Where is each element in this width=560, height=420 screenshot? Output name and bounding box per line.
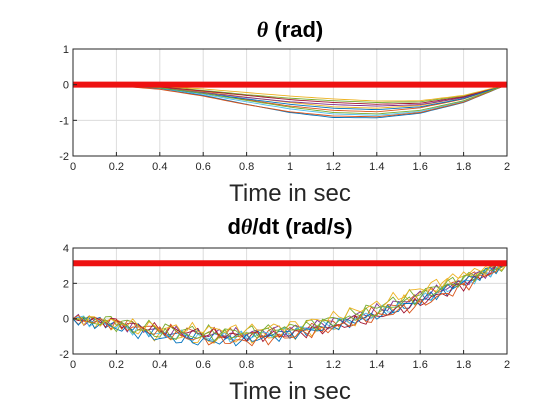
dtheta-title-prefix: d: [227, 214, 240, 239]
theta-title-rest: (rad): [268, 17, 323, 42]
theta-x-tick-label: 2: [504, 161, 510, 173]
theta-y-tick-label: -2: [59, 151, 69, 163]
dtheta-x-tick-label: 0.4: [152, 359, 167, 371]
theta-x-tick-label: 0.4: [152, 161, 167, 173]
dtheta-x-tick-label: 0.2: [109, 359, 124, 371]
theta-x-tick-label: 0.2: [109, 161, 124, 173]
dtheta-series-line: [72, 262, 508, 336]
dtheta-x-tick-label: 1.2: [326, 359, 341, 371]
theta-title-symbol: θ: [257, 17, 269, 42]
dtheta-y-tick-label: 4: [63, 243, 69, 255]
dtheta-series-line: [72, 263, 508, 342]
dtheta-x-tick-label: 0: [70, 359, 76, 371]
theta-x-axis-label: Time in sec: [229, 180, 351, 207]
dtheta-y-tick-label: -2: [59, 349, 69, 361]
theta-x-tick-label: 1: [287, 161, 293, 173]
dtheta-x-tick-label: 1.8: [456, 359, 471, 371]
theta-title: θ (rad): [257, 17, 323, 42]
theta-x-tick-label: 0.6: [196, 161, 211, 173]
dtheta-title-rest: /dt (rad/s): [252, 214, 352, 239]
dtheta-x-tick-label: 1.4: [369, 359, 384, 371]
dtheta-title-symbol: θ: [241, 214, 253, 239]
dtheta-y-tick-label: 0: [63, 314, 69, 326]
dtheta-x-tick-label: 0.6: [196, 359, 211, 371]
theta-y-tick-label: -1: [59, 115, 69, 127]
theta-x-tick-label: 1.6: [413, 161, 428, 173]
theta-series-line: [72, 84, 508, 118]
dtheta-x-tick-label: 2: [504, 359, 510, 371]
theta-x-tick-label: 1.8: [456, 161, 471, 173]
dtheta-title: dθ/dt (rad/s): [227, 214, 352, 239]
dtheta-y-tick-label: 2: [63, 278, 69, 290]
theta-x-tick-label: 1.4: [369, 161, 384, 173]
dtheta-x-tick-label: 0.8: [239, 359, 254, 371]
theta-x-tick-label: 0.8: [239, 161, 254, 173]
theta-x-tick-label: 0: [70, 161, 76, 173]
dtheta-series-line: [72, 263, 508, 339]
theta-y-tick-label: 0: [63, 80, 69, 92]
theta-y-tick-label: 1: [63, 44, 69, 56]
theta-panel: θ (rad) 0 0.2 0.4 0.6 0.8 1 1.2 1.4 1.6 1.8 2 -2 -1 0…: [59, 17, 510, 207]
theta-x-tick-label: 1.2: [326, 161, 341, 173]
dtheta-panel: dθ/dt (rad/s) 0 0.2 0.4 0.6 0.8 1 1.2 1.4 1.6 1.8…: [59, 214, 510, 405]
dtheta-series-line: [72, 263, 508, 347]
dtheta-series-line: [72, 263, 508, 337]
dtheta-x-axis-label: Time in sec: [229, 378, 351, 405]
dtheta-x-tick-label: 1.6: [413, 359, 428, 371]
dtheta-x-tick-label: 1: [287, 359, 293, 371]
dtheta-series-line: [72, 261, 508, 347]
